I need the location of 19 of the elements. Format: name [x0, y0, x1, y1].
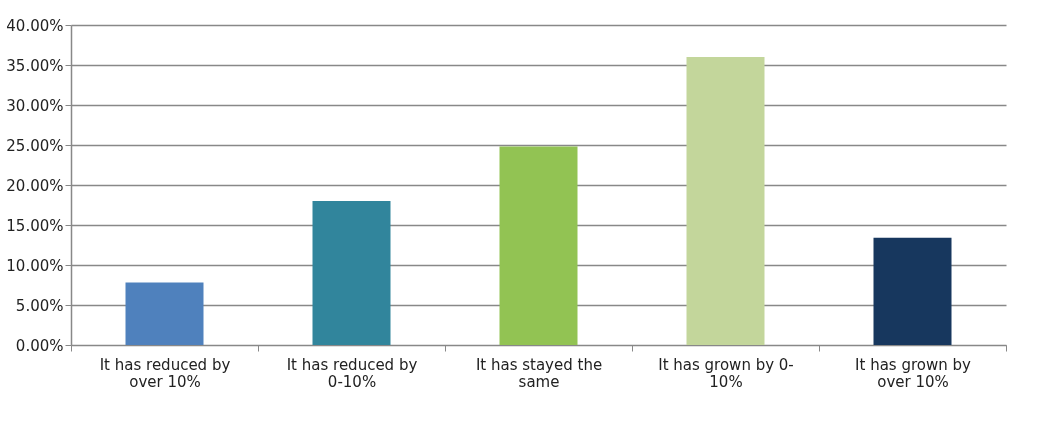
y-tick-label: 35.00%	[6, 56, 64, 75]
y-tick-label: 20.00%	[6, 176, 64, 195]
bar	[686, 57, 765, 345]
x-tick-label: It has grown by over 10%	[855, 355, 972, 391]
y-tick-label: 15.00%	[6, 216, 64, 235]
y-tick-label: 5.00%	[15, 296, 64, 315]
bar	[873, 237, 952, 345]
bar	[312, 201, 391, 345]
bar	[499, 146, 578, 345]
bar	[125, 282, 204, 345]
y-tick-label: 40.00%	[6, 16, 64, 35]
x-tick-label: It has reduced by 0-10%	[286, 355, 418, 391]
x-tick-label: It has grown by 0-10%	[658, 355, 794, 391]
x-tick-label: It has stayed the same	[475, 355, 603, 391]
y-tick-label: 0.00%	[15, 336, 64, 355]
y-tick-label: 25.00%	[6, 136, 64, 155]
y-tick-label: 30.00%	[6, 96, 64, 115]
x-tick-label: It has reduced by over 10%	[99, 355, 231, 391]
y-tick-label: 10.00%	[6, 256, 64, 275]
